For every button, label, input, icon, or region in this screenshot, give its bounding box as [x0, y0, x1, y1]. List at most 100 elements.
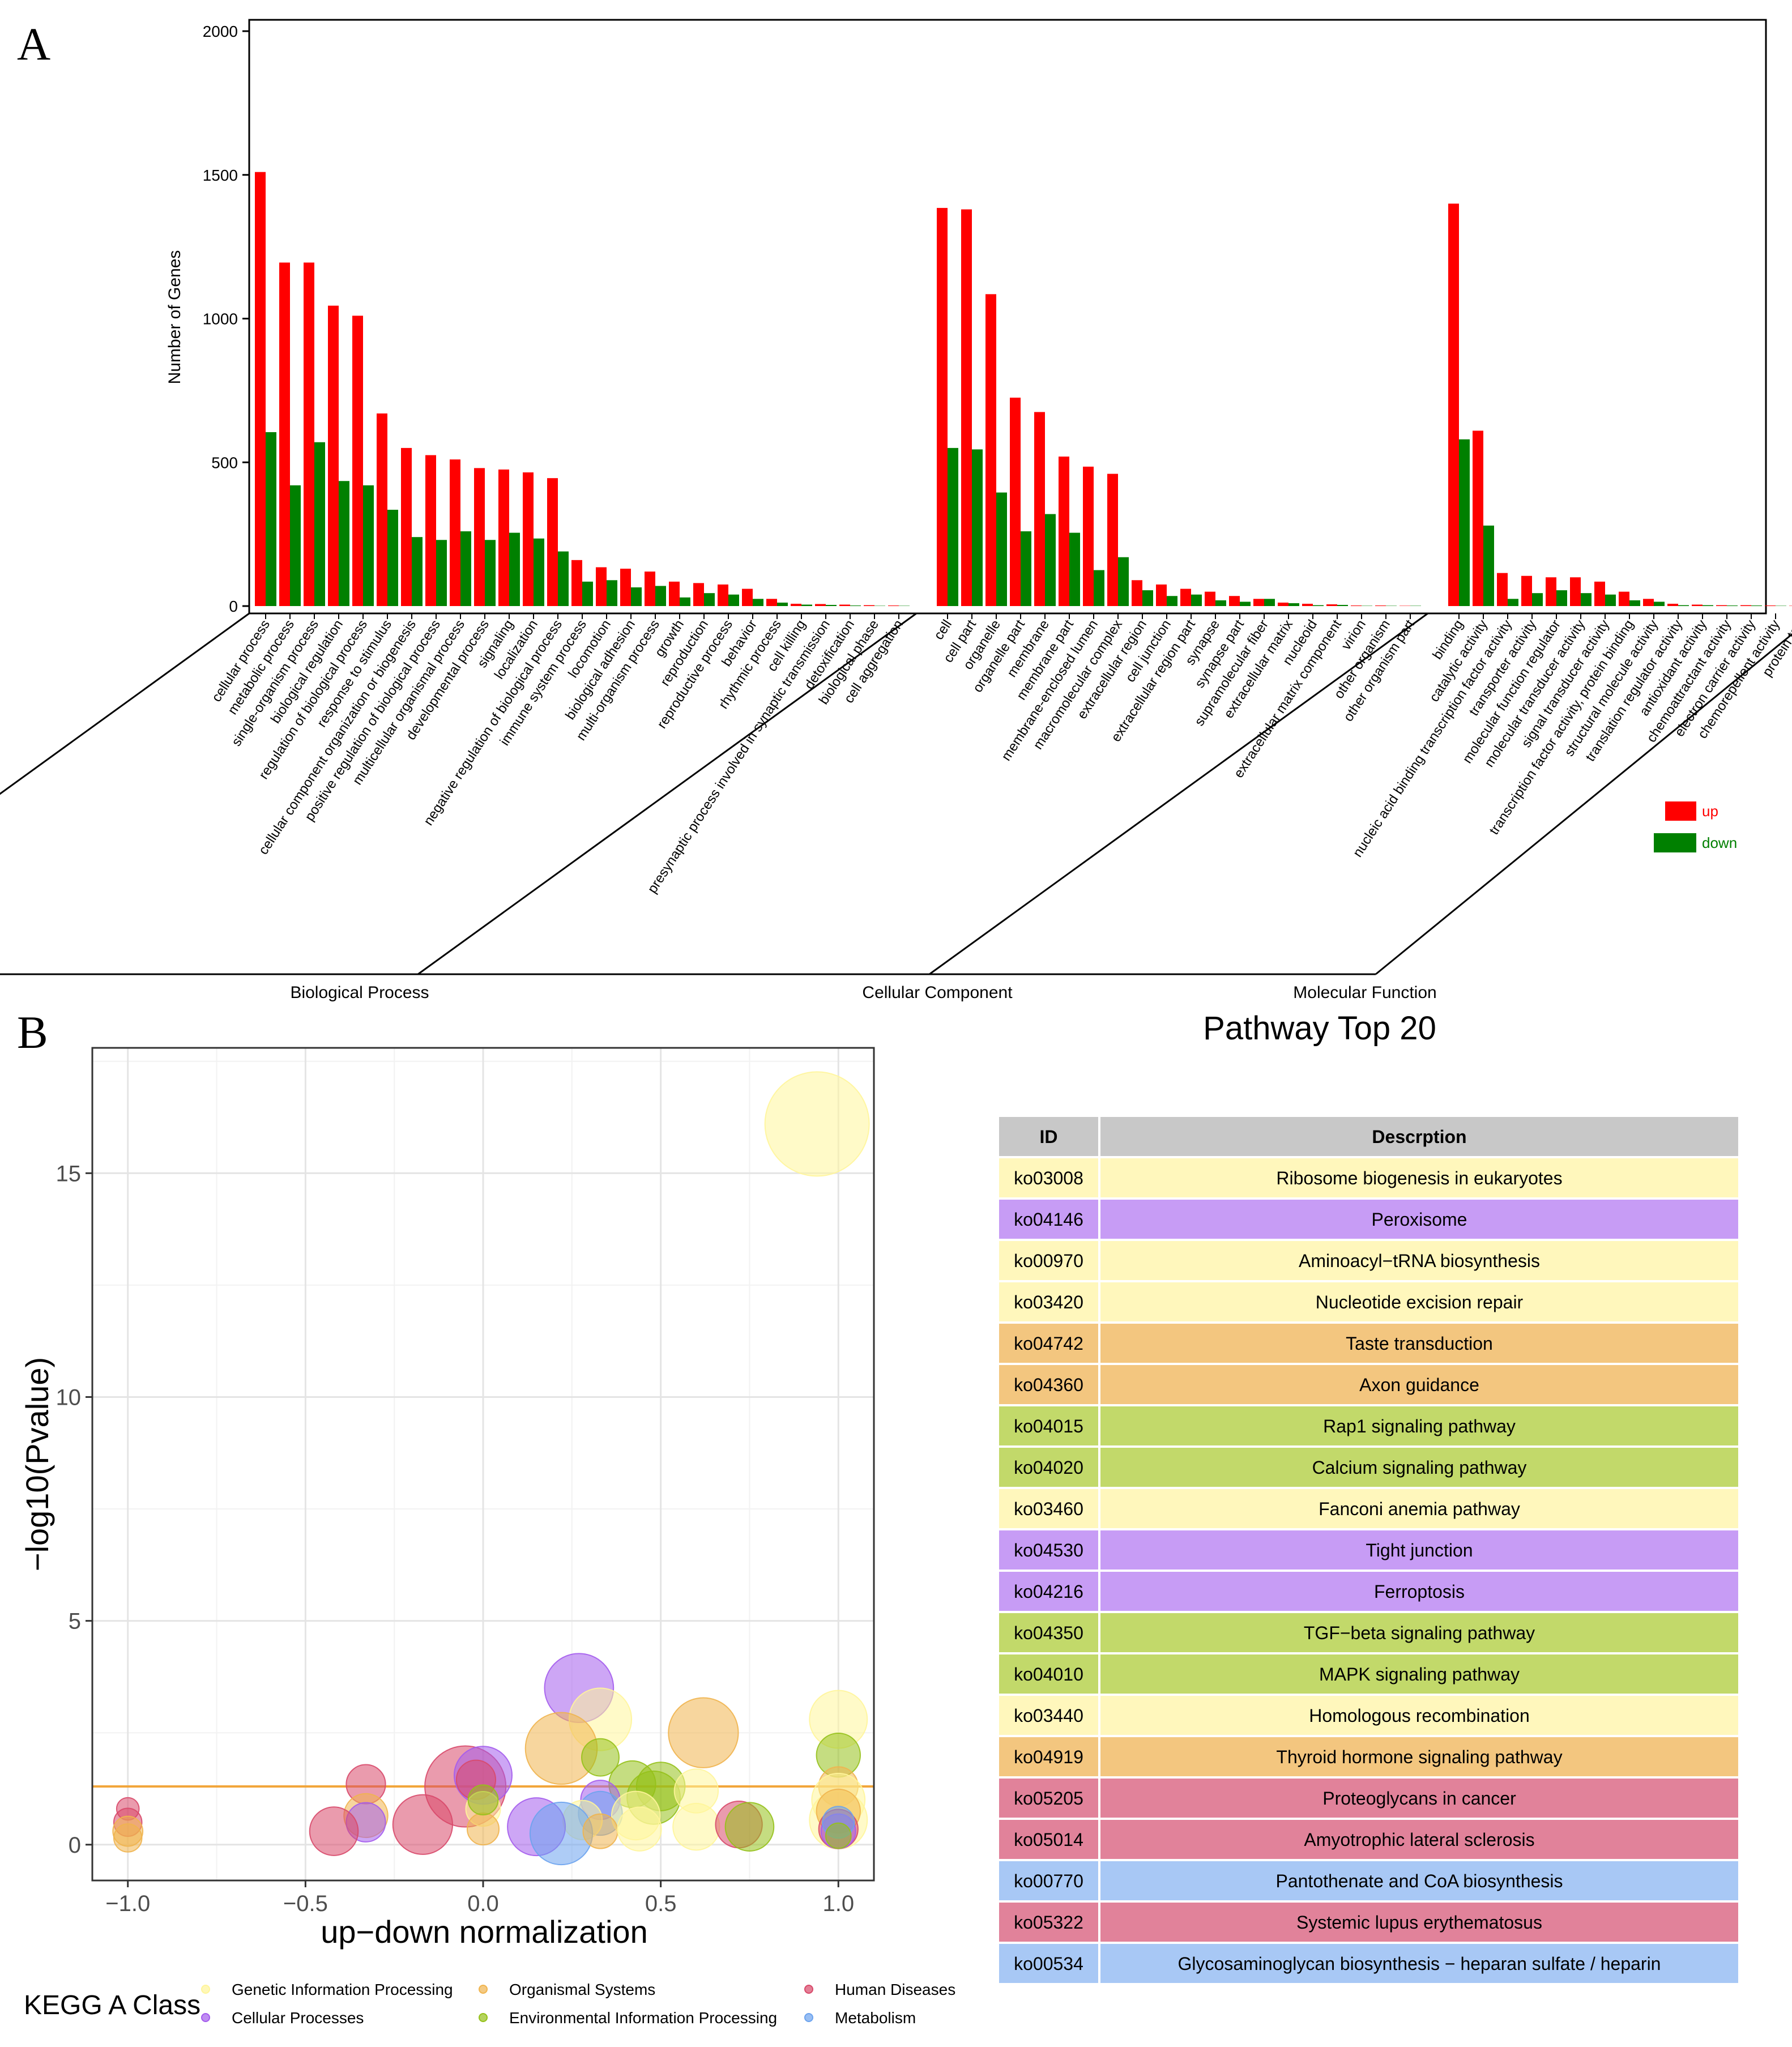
scatter-point: [724, 1802, 775, 1852]
table-id-cell: [999, 1572, 1098, 1611]
go-bar-up: [1351, 605, 1362, 606]
go-bar-up: [1497, 573, 1508, 606]
go-category-groups: Biological Process Cellular Component Mole…: [0, 612, 1792, 1002]
go-bar-up: [864, 605, 874, 606]
go-bar-up: [1765, 605, 1776, 606]
table-row-description: Nucleotide excision repair: [1316, 1292, 1524, 1312]
go-bar-up: [279, 262, 290, 607]
table-row-description: Peroxisome: [1372, 1209, 1467, 1230]
go-bar-down: [728, 594, 739, 606]
table-id-cell: [999, 1158, 1098, 1197]
go-bar-up: [1619, 591, 1629, 606]
go-bar-down: [1508, 599, 1518, 606]
table-description-cell: [1100, 1737, 1738, 1776]
panel-label-b: B: [17, 1007, 48, 1058]
go-bar-up: [1180, 588, 1191, 606]
go-bar-up: [523, 472, 534, 606]
go-bar-down: [948, 447, 958, 606]
go-bar-down: [558, 551, 569, 606]
scatter-x-tick-label: 0.0: [467, 1891, 499, 1916]
go-bar-up: [377, 413, 387, 606]
go-group-divider: [0, 612, 250, 795]
go-bar-up: [304, 262, 314, 607]
go-bar-down: [1288, 603, 1299, 606]
go-bar-up: [1156, 584, 1167, 606]
go-bar-up: [1253, 599, 1264, 606]
go-bar-up: [1059, 457, 1069, 606]
go-bar-up: [620, 569, 631, 606]
go-bar-down: [1751, 605, 1762, 606]
go-bar-down: [1167, 596, 1177, 606]
go-bar-down: [290, 485, 301, 606]
legend-label: Environmental Information Processing: [509, 2009, 777, 2027]
table-body: ID Descrption ko03008 Ribosome biogenesis i…: [999, 1117, 1738, 1983]
go-bar-down: [1240, 602, 1251, 606]
go-bar-down: [631, 587, 642, 606]
go-bar-down: [1410, 605, 1421, 606]
table-row-description: Aminoacyl−tRNA biosynthesis: [1299, 1251, 1540, 1271]
table-row-id: ko00970: [1014, 1251, 1083, 1271]
go-bar-down: [363, 485, 374, 606]
go-bar-up: [1107, 474, 1118, 606]
table-row-description: Glycosaminoglycan biosynthesis − heparan…: [1178, 1954, 1661, 1974]
table-row-id: ko04010: [1014, 1664, 1083, 1684]
go-y-axis-title: Number of Genes: [165, 250, 184, 385]
go-bar-up: [1473, 430, 1483, 606]
table-row-description: Rap1 signaling pathway: [1323, 1416, 1516, 1436]
scatter-x-axis-title: up−down normalization: [321, 1914, 647, 1950]
go-group-label: Biological Process: [290, 983, 429, 1002]
scatter-point: [113, 1823, 143, 1853]
go-bar-down: [1386, 605, 1397, 606]
scatter-x-tick-label: −0.5: [283, 1891, 328, 1916]
go-bar-up: [1034, 412, 1045, 606]
go-bar-down: [972, 449, 983, 606]
go-bar-down: [1703, 605, 1713, 606]
go-bar-up: [839, 604, 850, 606]
go-bar-down: [1581, 593, 1592, 606]
go-bar-up: [1278, 602, 1288, 606]
go-bar-down: [1727, 605, 1738, 606]
scatter-points: [112, 1071, 870, 1866]
go-legend-swatch: [1654, 833, 1696, 852]
scatter-point: [466, 1813, 500, 1846]
table-id-cell: [999, 1654, 1098, 1694]
table-row-description: Taste transduction: [1346, 1333, 1493, 1354]
scatter-point: [617, 1806, 662, 1852]
go-bar-down: [777, 602, 788, 606]
go-group-label: Molecular Function: [1293, 983, 1436, 1002]
go-bar-down: [1313, 605, 1324, 606]
go-bar-down: [1337, 604, 1348, 606]
table-row-description: Proteoglycans in cancer: [1322, 1788, 1516, 1809]
table-description-cell: [1100, 1696, 1738, 1735]
go-bar-up: [985, 294, 996, 606]
table-id-cell: [999, 1613, 1098, 1652]
go-legend-swatch: [1665, 801, 1696, 821]
legend-title: KEGG A Class: [24, 1990, 200, 2020]
scatter-axis-ticks: −1.0 −0.5 0.0 0.5 1.0 0 5 10 15: [56, 1161, 855, 1916]
scatter-point: [467, 1784, 499, 1816]
go-bar-up: [742, 588, 753, 606]
table-id-cell: [999, 1365, 1098, 1404]
go-bar-down: [1021, 531, 1031, 606]
go-bar-up: [425, 455, 436, 606]
go-bar-down: [850, 605, 861, 606]
go-bar-down: [704, 593, 715, 606]
table-header-id: ID: [1040, 1127, 1058, 1147]
legend-label: Human Diseases: [835, 1981, 955, 1998]
go-bar-down: [1069, 532, 1080, 606]
go-bar-down: [1483, 525, 1494, 606]
go-bar-down: [826, 604, 837, 606]
go-bar-down: [1776, 605, 1786, 606]
go-bar-up: [815, 604, 826, 606]
table-row-id: ko05014: [1014, 1829, 1083, 1850]
go-bars: [255, 172, 1792, 607]
table-title: Pathway Top 20: [1203, 1010, 1436, 1047]
panel-label-a: A: [17, 18, 50, 70]
go-bar-up: [450, 459, 460, 606]
legend-label: Genetic Information Processing: [232, 1981, 453, 1998]
legend-label: Cellular Processes: [232, 2009, 364, 2027]
go-bar-down: [607, 580, 617, 606]
go-bar-down: [655, 586, 666, 606]
go-y-axis: 0 500 1000 1500 2000: [203, 23, 249, 615]
go-group-label: Cellular Component: [862, 983, 1013, 1002]
